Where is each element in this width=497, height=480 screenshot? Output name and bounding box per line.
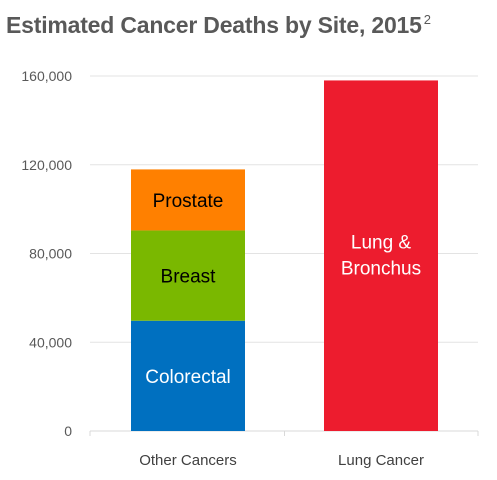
y-tick-label: 160,000 [21,68,72,84]
bar-segment [131,320,245,431]
chart-title: Estimated Cancer Deaths by Site, 2015 2 [6,12,431,39]
y-tick-label: 40,000 [29,334,72,350]
segment-labels: Colorectal Breast Prostate Lung & Bronchus [145,191,421,388]
x-tick-label: Lung Cancer [338,452,424,469]
segment-label: Colorectal [145,367,231,388]
bar-segment [131,169,245,231]
title-footnote: 2 [423,12,431,28]
chart-title-text: Estimated Cancer Deaths by Site, 2015 [6,12,422,38]
bar-segment [131,230,245,321]
segment-label: Breast [161,267,217,288]
y-tick-label: 120,000 [21,157,72,173]
segment-label: Lung & Bronchus [341,233,421,280]
x-axis-ticks: Other Cancers Lung Cancer [139,452,424,469]
segment-label: Prostate [153,191,224,212]
y-axis-ticks: 0 40,000 80,000 120,000 160,000 [21,68,72,439]
bars [131,80,438,431]
x-tick-label: Other Cancers [139,452,237,469]
y-tick-label: 80,000 [29,246,72,262]
y-tick-label: 0 [64,423,72,439]
bar-segment [324,80,438,431]
